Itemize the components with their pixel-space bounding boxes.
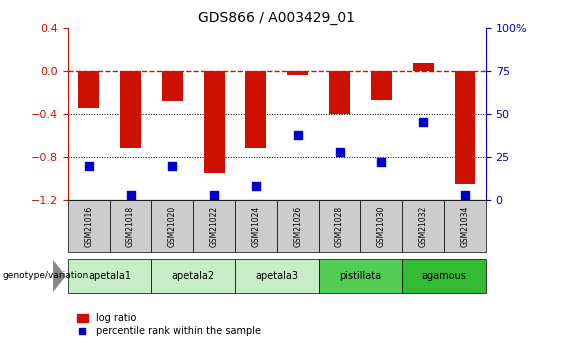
Point xyxy=(168,163,177,168)
Point xyxy=(377,159,386,165)
Text: GSM21034: GSM21034 xyxy=(460,205,470,247)
FancyBboxPatch shape xyxy=(360,200,402,252)
Text: apetala1: apetala1 xyxy=(88,271,131,281)
FancyBboxPatch shape xyxy=(68,200,110,252)
Bar xyxy=(287,71,308,75)
Text: GSM21026: GSM21026 xyxy=(293,205,302,247)
Bar xyxy=(162,71,183,101)
Title: GDS866 / A003429_01: GDS866 / A003429_01 xyxy=(198,11,355,25)
Point xyxy=(460,192,470,198)
Text: GSM21018: GSM21018 xyxy=(126,205,135,247)
FancyBboxPatch shape xyxy=(151,259,235,293)
Bar xyxy=(203,71,225,173)
Point xyxy=(293,132,302,137)
Point xyxy=(251,184,260,189)
FancyBboxPatch shape xyxy=(193,200,235,252)
Bar xyxy=(454,71,475,184)
Point xyxy=(84,163,93,168)
Bar xyxy=(371,71,392,100)
Point xyxy=(126,192,135,198)
Text: GSM21020: GSM21020 xyxy=(168,205,177,247)
Bar xyxy=(78,71,99,108)
Polygon shape xyxy=(53,260,65,292)
Bar xyxy=(412,63,433,71)
FancyBboxPatch shape xyxy=(319,259,402,293)
Point xyxy=(335,149,344,155)
FancyBboxPatch shape xyxy=(235,259,319,293)
FancyBboxPatch shape xyxy=(444,200,486,252)
Bar xyxy=(120,71,141,148)
FancyBboxPatch shape xyxy=(110,200,151,252)
Text: agamous: agamous xyxy=(421,271,467,281)
Text: GSM21032: GSM21032 xyxy=(419,205,428,247)
FancyBboxPatch shape xyxy=(277,200,319,252)
Text: GSM21016: GSM21016 xyxy=(84,205,93,247)
Point xyxy=(210,192,219,198)
Text: GSM21024: GSM21024 xyxy=(251,205,260,247)
Text: GSM21028: GSM21028 xyxy=(335,205,344,247)
FancyBboxPatch shape xyxy=(402,259,486,293)
Bar xyxy=(245,71,267,148)
FancyBboxPatch shape xyxy=(151,200,193,252)
Text: apetala3: apetala3 xyxy=(255,271,298,281)
FancyBboxPatch shape xyxy=(402,200,444,252)
Text: GSM21030: GSM21030 xyxy=(377,205,386,247)
FancyBboxPatch shape xyxy=(319,200,360,252)
FancyBboxPatch shape xyxy=(235,200,277,252)
FancyBboxPatch shape xyxy=(68,259,151,293)
Text: genotype/variation: genotype/variation xyxy=(3,272,89,280)
Text: pistillata: pistillata xyxy=(340,271,381,281)
Text: apetala2: apetala2 xyxy=(172,271,215,281)
Bar xyxy=(329,71,350,114)
Point xyxy=(419,120,428,125)
Legend: log ratio, percentile rank within the sample: log ratio, percentile rank within the sa… xyxy=(73,309,265,340)
Text: GSM21022: GSM21022 xyxy=(210,205,219,247)
